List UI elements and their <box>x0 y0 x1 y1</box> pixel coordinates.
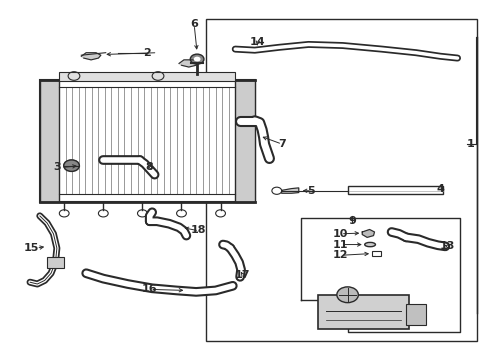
Polygon shape <box>179 60 198 67</box>
Text: 4: 4 <box>437 184 444 194</box>
Text: 10: 10 <box>333 229 348 239</box>
Text: 8: 8 <box>146 162 153 172</box>
Text: 16: 16 <box>142 284 157 294</box>
Text: 11: 11 <box>333 239 348 249</box>
Text: 18: 18 <box>191 225 206 235</box>
Bar <box>235 80 255 202</box>
Polygon shape <box>282 188 299 193</box>
Text: 2: 2 <box>144 48 151 58</box>
Text: 3: 3 <box>53 162 61 172</box>
Text: 5: 5 <box>307 186 315 196</box>
Bar <box>47 257 64 268</box>
Text: 1: 1 <box>467 139 475 149</box>
Circle shape <box>194 57 200 62</box>
Text: 17: 17 <box>235 270 250 280</box>
Text: 12: 12 <box>333 250 348 260</box>
Text: 14: 14 <box>249 37 265 47</box>
Bar <box>318 295 409 329</box>
Ellipse shape <box>365 242 375 247</box>
Text: 6: 6 <box>190 19 197 29</box>
Circle shape <box>337 287 358 303</box>
Bar <box>40 80 255 202</box>
Bar <box>206 19 477 341</box>
Circle shape <box>64 160 79 171</box>
Text: 9: 9 <box>348 216 356 226</box>
Bar <box>372 251 381 256</box>
Bar <box>406 304 426 325</box>
Polygon shape <box>362 229 374 237</box>
Circle shape <box>190 54 204 64</box>
Bar <box>59 72 235 81</box>
Bar <box>40 80 59 202</box>
Bar <box>347 186 443 194</box>
Text: 15: 15 <box>24 243 39 253</box>
Text: 13: 13 <box>440 241 456 251</box>
Text: 7: 7 <box>278 139 286 149</box>
Polygon shape <box>81 53 101 60</box>
